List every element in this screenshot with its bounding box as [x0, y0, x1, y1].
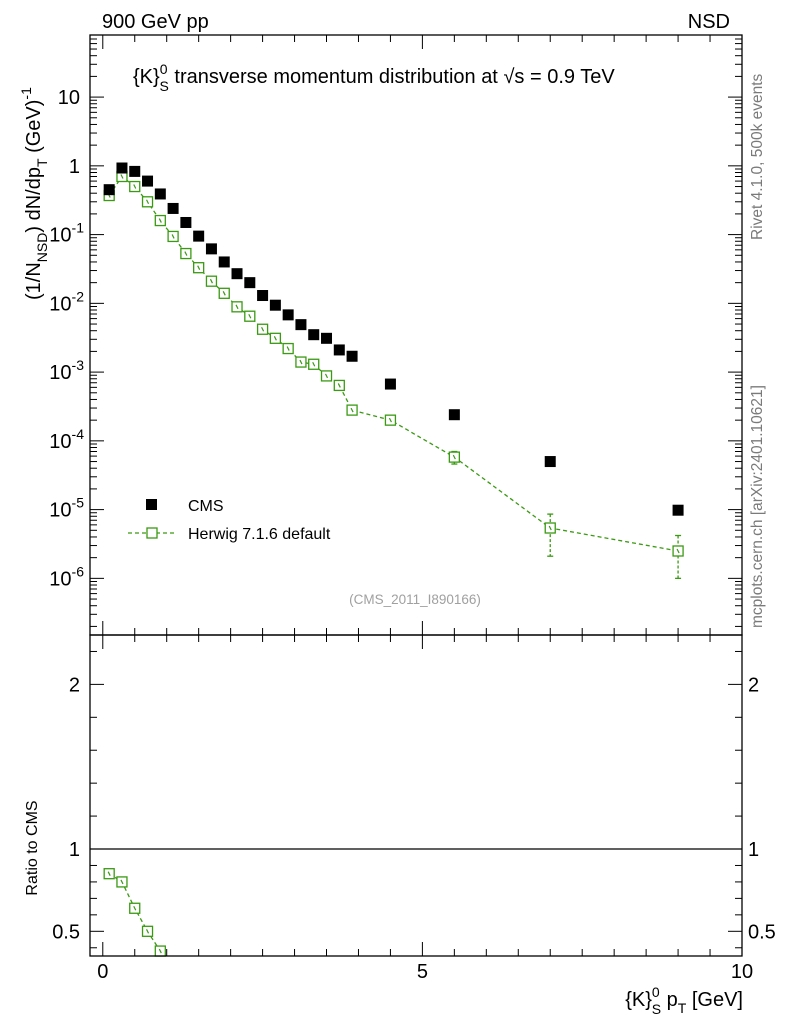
cms-point: [321, 332, 333, 344]
cms-point: [231, 268, 243, 280]
cms-point: [544, 456, 556, 468]
main-plot-frame: [89, 34, 743, 636]
herwig-point-tick: [299, 359, 303, 365]
cms-point: [295, 319, 307, 331]
header-left: 900 GeV pp: [102, 11, 209, 33]
cms-point: [116, 162, 128, 174]
legend-herwig-label: Herwig 7.1.6 default: [188, 526, 331, 543]
main-axis-ticks: [90, 34, 743, 635]
herwig-point-tick: [171, 234, 175, 239]
legend-cms-marker: [146, 499, 157, 510]
cms-point: [154, 188, 166, 200]
y-tick-label: 10: [58, 87, 80, 109]
herwig-point-tick: [350, 407, 354, 413]
herwig-point-tick: [324, 373, 329, 379]
analysis-id: (CMS_2011_I890166): [349, 592, 481, 607]
ratio-y-tick-labels: 0.5 0.5 1 1 2 2: [52, 674, 776, 943]
cms-point: [205, 243, 217, 255]
herwig-point-tick: [286, 346, 290, 351]
y-tick-label: 1: [69, 156, 80, 178]
herwig-point-tick: [145, 199, 150, 205]
legend-herwig-marker: [146, 527, 158, 539]
cms-point: [448, 409, 460, 421]
herwig-point-tick: [197, 265, 201, 270]
y-tick-label: 10-3: [49, 357, 84, 384]
main-y-tick-labels: 10-6 10-5 10-4 10-3 10-2 10-1 1 10: [49, 87, 84, 590]
herwig-ratio-series: [103, 868, 166, 957]
y-tick-label: 10-5: [49, 495, 84, 522]
herwig-point-tick: [120, 174, 124, 179]
herwig-point-tick: [248, 313, 252, 319]
cms-point: [244, 277, 256, 289]
herwig-point-tick: [235, 304, 239, 310]
herwig-point-tick: [209, 278, 213, 284]
x-tick-labels: 0 5 10: [97, 961, 753, 983]
herwig-ratio-point-tick: [158, 948, 162, 954]
x-tick-label: 0: [97, 961, 108, 983]
cms-point: [308, 329, 320, 341]
x-axis-label: {K}0 S pT [GeV]: [625, 984, 743, 1017]
rivet-label: Rivet 4.1.0, 500k events: [749, 73, 766, 240]
y-tick-label: 10-6: [49, 563, 84, 590]
ratio-tick-label-right: 1: [748, 839, 759, 861]
cms-point: [282, 309, 294, 321]
herwig-ratio-point-tick: [145, 929, 150, 934]
header-right: NSD: [688, 11, 730, 33]
herwig-ratio-line: [108, 873, 165, 957]
cms-point: [384, 378, 396, 390]
cms-point: [346, 350, 358, 362]
herwig-point-tick: [548, 525, 552, 531]
cms-point: [180, 216, 192, 228]
cms-point: [672, 504, 684, 516]
x-tick-label: 10: [731, 961, 753, 983]
y-axis-label: (1/NNSD) dN/dpT (GeV)-1: [18, 87, 50, 300]
legend-cms-label: CMS: [188, 498, 224, 515]
y-tick-label: 10-4: [49, 426, 84, 453]
herwig-point-tick: [273, 336, 277, 341]
herwig-point-tick: [158, 218, 162, 223]
ratio-tick-label-right: 0.5: [748, 921, 776, 943]
cms-point: [142, 175, 154, 187]
cms-point: [103, 184, 115, 196]
cms-point: [218, 256, 230, 268]
y-tick-label: 10-2: [49, 288, 84, 315]
cms-point: [269, 299, 281, 311]
cms-series: [103, 162, 684, 516]
ratio-tick-label-left: 1: [69, 839, 80, 861]
herwig-point-tick: [222, 291, 226, 296]
ratio-tick-label-left: 2: [69, 674, 80, 696]
mcplots-label: mcplots.cern.ch [arXiv:2401.10621]: [749, 385, 766, 628]
ratio-plot-frame: [89, 634, 743, 957]
herwig-point-tick: [388, 417, 392, 423]
legend: CMS Herwig 7.1.6 default: [128, 498, 331, 543]
herwig-point-tick: [133, 184, 137, 189]
cms-point: [193, 230, 205, 242]
x-tick-label: 5: [417, 961, 428, 983]
herwig-point-tick: [184, 251, 188, 256]
herwig-ratio-point-tick: [120, 879, 124, 885]
herwig-ratio-point-tick: [107, 871, 111, 876]
cms-point: [167, 202, 179, 214]
chart-title: {K}0 S transverse momentum distribution a…: [133, 61, 615, 94]
ratio-tick-label-right: 2: [748, 674, 759, 696]
cms-point: [333, 344, 345, 356]
ratio-tick-label-left: 0.5: [52, 921, 80, 943]
cms-point: [129, 165, 141, 177]
herwig-point-tick: [312, 361, 316, 367]
ratio-axis-label: Ratio to CMS: [24, 800, 41, 895]
herwig-ratio-point-tick: [133, 905, 137, 911]
herwig-point-tick: [337, 383, 341, 388]
cms-point: [257, 290, 269, 302]
ratio-axis-ticks: [90, 635, 743, 956]
y-tick-label: 10-1: [49, 220, 84, 247]
herwig-point-tick: [452, 454, 456, 460]
herwig-series: [103, 170, 684, 580]
herwig-point-tick: [261, 326, 265, 332]
herwig-point-tick: [676, 548, 680, 554]
